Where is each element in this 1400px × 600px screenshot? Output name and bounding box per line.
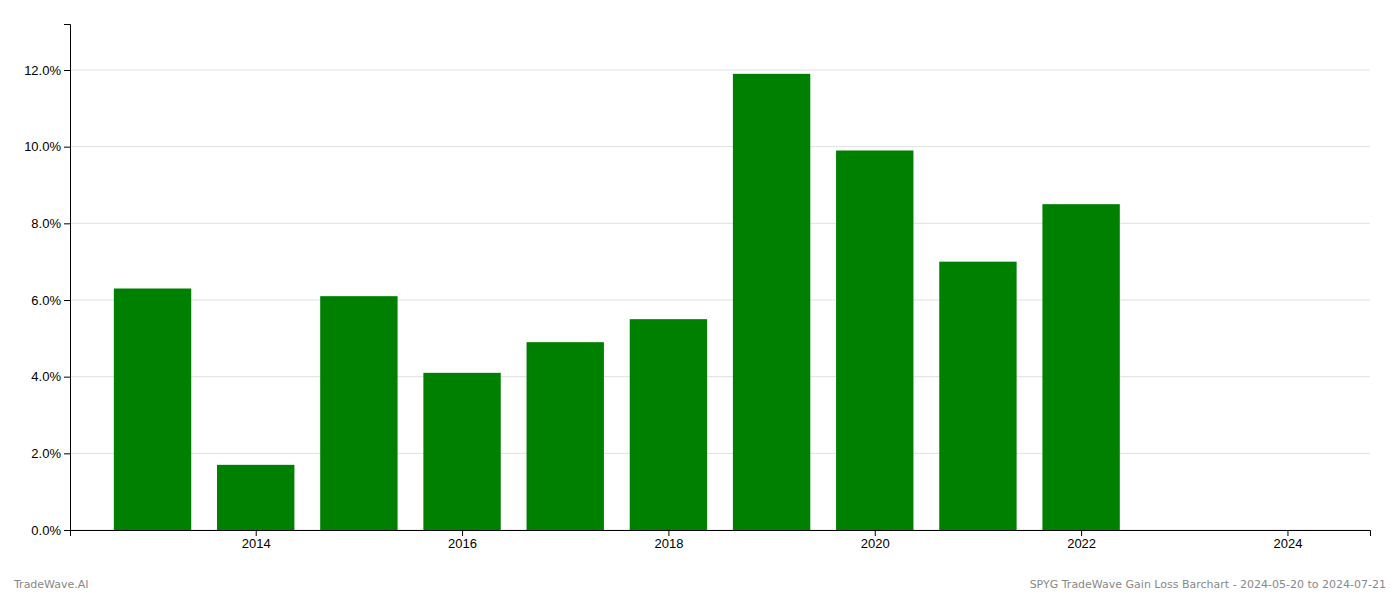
x-tick: 2014 (242, 530, 271, 551)
grid-line (70, 376, 1370, 377)
tick-mark (1287, 530, 1288, 536)
tick-label: 12.0% (24, 63, 61, 78)
tick-label: 10.0% (24, 139, 61, 154)
x-tick: 2022 (1067, 530, 1096, 551)
tick-label: 2022 (1067, 536, 1096, 551)
tick-mark (64, 377, 70, 378)
grid (70, 70, 1370, 530)
tick-label: 2024 (1273, 536, 1302, 551)
y-axis: 0.0% 2.0% 4.0% 6.0% 8.0% 10.0% 12.0% (24, 25, 70, 538)
grid-line (70, 300, 1370, 301)
y-tick: 4.0% (31, 369, 70, 384)
tick-label: 0.0% (31, 523, 61, 538)
tick-label: 8.0% (31, 216, 61, 231)
tick-label: 4.0% (31, 369, 61, 384)
x-tick: 2020 (861, 530, 890, 551)
grid-line (70, 146, 1370, 147)
tick-mark (64, 530, 70, 531)
annotations: TradeWave.AI SPYG TradeWave Gain Loss Bar… (13, 578, 1386, 591)
grid-line (70, 70, 1370, 71)
bar (217, 465, 294, 530)
tick-mark (64, 300, 70, 301)
bar (630, 319, 707, 530)
y-tick: 12.0% (24, 63, 70, 78)
grid-line (70, 223, 1370, 224)
tick-label: 2.0% (31, 446, 61, 461)
tick-mark (64, 223, 70, 224)
y-tick: 2.0% (31, 446, 70, 461)
bar (836, 151, 913, 531)
tick-label: 2014 (242, 536, 271, 551)
x-tick: 2024 (1273, 530, 1302, 551)
x-tick: 2018 (654, 530, 683, 551)
y-tick: 8.0% (31, 216, 70, 231)
axis-line (71, 531, 1371, 537)
bars (114, 74, 1120, 530)
footer-text: TradeWave.AI (13, 578, 89, 591)
bar (423, 373, 500, 530)
bar (527, 342, 604, 530)
tick-mark (875, 530, 876, 536)
bar (939, 262, 1016, 530)
x-axis: 2014 2016 2018 2020 2022 2024 (71, 530, 1371, 551)
tick-label: 6.0% (31, 293, 61, 308)
bar (114, 289, 191, 531)
tick-mark (64, 147, 70, 148)
y-tick: 0.0% (31, 523, 70, 538)
tick-label: 2020 (861, 536, 890, 551)
tick-mark (668, 530, 669, 536)
bar (733, 74, 810, 530)
tick-label: 2016 (448, 536, 477, 551)
chart: 2014 2016 2018 2020 2022 2024 0.0% 2.0% 4.0% 6.0%… (0, 0, 1400, 600)
x-tick: 2016 (448, 530, 477, 551)
tick-label: 2018 (654, 536, 683, 551)
y-tick: 6.0% (31, 293, 70, 308)
tick-mark (462, 530, 463, 536)
grid-line (70, 453, 1370, 454)
tick-mark (64, 453, 70, 454)
bar (320, 296, 397, 530)
axis-line (64, 25, 71, 531)
footer-text: SPYG TradeWave Gain Loss Barchart - 2024… (1030, 578, 1386, 591)
plot: 2014 2016 2018 2020 2022 2024 0.0% 2.0% 4.0% 6.0%… (24, 25, 1370, 552)
tick-mark (64, 70, 70, 71)
tick-mark (1081, 530, 1082, 536)
y-tick: 10.0% (24, 139, 70, 154)
bar (1042, 204, 1119, 530)
tick-mark (256, 530, 257, 536)
